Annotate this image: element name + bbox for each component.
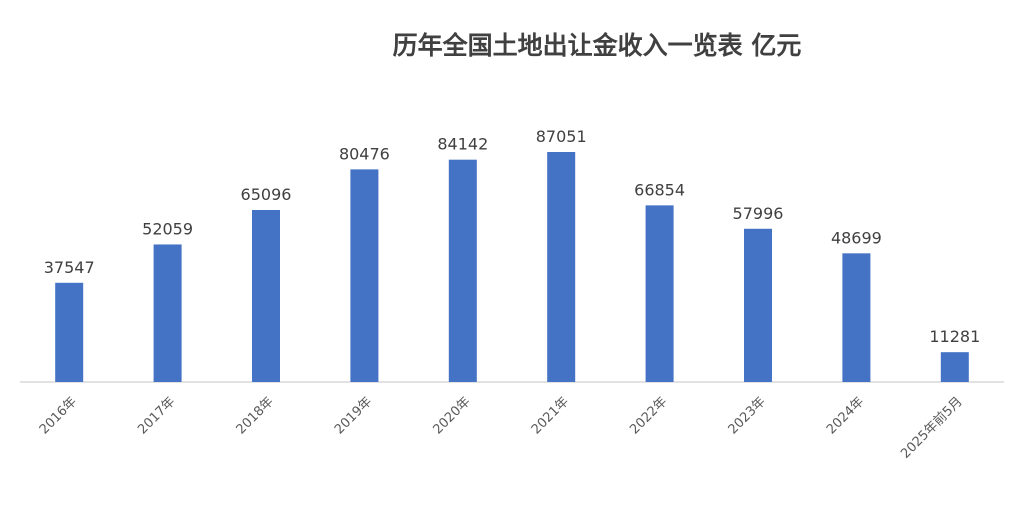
x-tick-label-8: 2024年 bbox=[824, 394, 867, 437]
bar-7 bbox=[744, 228, 772, 382]
bar-3 bbox=[350, 169, 379, 382]
bar-0 bbox=[55, 282, 84, 382]
data-label-3: 80476 bbox=[339, 144, 390, 163]
x-tick-label-6: 2022年 bbox=[627, 394, 670, 437]
bar-6 bbox=[645, 205, 674, 382]
x-tick-label-0: 2016年 bbox=[37, 394, 80, 437]
data-label-4: 84142 bbox=[437, 135, 488, 154]
bar-4 bbox=[448, 159, 477, 382]
data-label-7: 57996 bbox=[733, 204, 784, 223]
data-label-0: 37547 bbox=[44, 258, 95, 277]
x-tick-label-2: 2018年 bbox=[234, 394, 277, 437]
bar-5 bbox=[547, 152, 576, 382]
bar-1 bbox=[153, 244, 182, 382]
x-tick-label-1: 2017年 bbox=[135, 394, 178, 437]
data-label-6: 66854 bbox=[634, 180, 685, 199]
x-tick-label-4: 2020年 bbox=[430, 394, 473, 437]
data-label-1: 52059 bbox=[142, 219, 193, 238]
x-tick-label-7: 2023年 bbox=[726, 394, 769, 437]
data-label-9: 11281 bbox=[929, 327, 980, 346]
bar-2 bbox=[252, 210, 280, 382]
x-tick-label-5: 2021年 bbox=[529, 394, 572, 437]
data-label-5: 87051 bbox=[536, 127, 587, 146]
x-tick-label-3: 2019年 bbox=[332, 394, 375, 437]
bar-9 bbox=[940, 352, 969, 382]
data-label-2: 65096 bbox=[241, 185, 292, 204]
data-label-8: 48699 bbox=[831, 228, 882, 247]
x-tick-label-9: 2025年前5月 bbox=[897, 394, 965, 462]
bar-8 bbox=[842, 253, 871, 382]
chart-title: 历年全国土地出让金收入一览表 亿元 bbox=[392, 31, 802, 60]
